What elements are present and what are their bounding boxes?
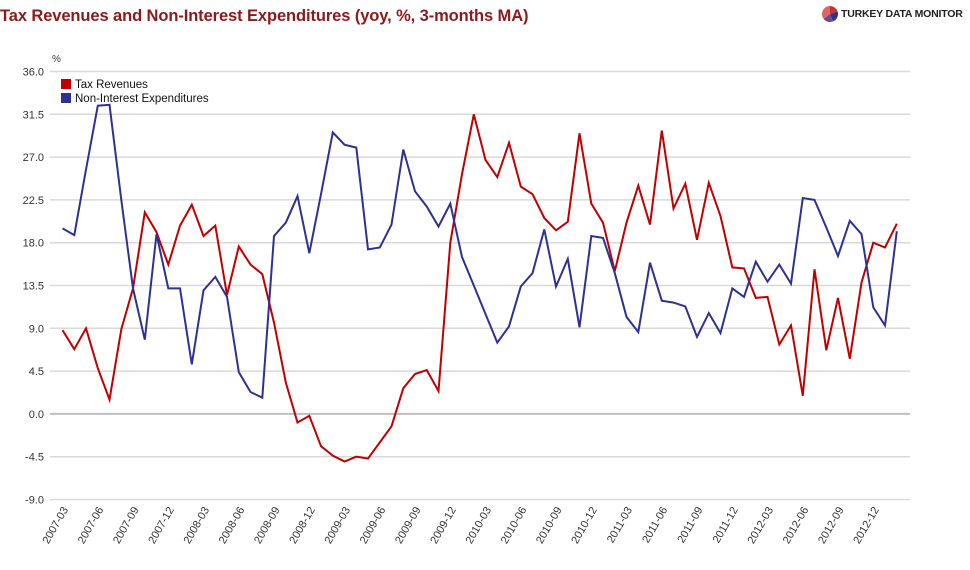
y-tick-label: 18.0 [23, 238, 44, 250]
x-tick-label: 2008-06 [217, 505, 248, 546]
legend: Tax Revenues Non-Interest Expenditures [61, 79, 209, 105]
x-tick-label: 2008-09 [252, 505, 283, 546]
x-axis-ticks: 2007-03 2007-06 2007-09 2007-12 2008-03 2008-… [41, 505, 882, 546]
y-tick-label: -4.5 [25, 452, 44, 464]
brand-logo: TURKEY DATA MONITOR [822, 6, 963, 22]
y-tick-label: 31.5 [23, 109, 44, 121]
gridlines [50, 70, 910, 501]
x-tick-label: 2011-06 [640, 505, 670, 545]
x-tick-label: 2012-06 [781, 505, 812, 546]
x-tick-label: 2009-12 [428, 505, 459, 546]
y-tick-label: 9.0 [29, 323, 44, 335]
x-tick-label: 2010-06 [499, 505, 530, 546]
series-lines [61, 103, 898, 463]
x-tick-label: 2008-03 [182, 505, 213, 546]
legend-label-non-interest-expenditures: Non-Interest Expenditures [75, 93, 209, 105]
x-tick-label: 2010-09 [534, 505, 565, 546]
x-tick-label: 2012-03 [746, 505, 777, 546]
series-line-tax-revenues [61, 114, 898, 463]
y-tick-label: 4.5 [29, 366, 44, 378]
legend-swatch-tax-revenues [61, 79, 71, 89]
x-tick-label: 2010-12 [569, 505, 600, 546]
chart-title: Tax Revenues and Non-Interest Expenditur… [0, 7, 529, 25]
x-tick-label: 2010-03 [464, 505, 495, 546]
y-tick-label: -9.0 [25, 495, 44, 507]
x-tick-label: 2007-03 [41, 505, 72, 546]
x-tick-label: 2011-09 [675, 505, 705, 545]
y-tick-label: 0.0 [29, 409, 44, 421]
x-tick-label: 2012-12 [851, 505, 882, 546]
x-tick-label: 2007-09 [111, 505, 142, 546]
series-line-non-interest-expenditures [62, 103, 898, 400]
y-tick-label: 22.5 [23, 195, 44, 207]
x-tick-label: 2011-03 [605, 505, 635, 545]
x-tick-label: 2009-03 [323, 505, 354, 546]
legend-swatch-non-interest-expenditures [61, 93, 71, 103]
y-tick-label: 13.5 [23, 281, 44, 293]
x-tick-label: 2011-12 [711, 505, 741, 545]
y-axis-ticks: 36.0 31.5 27.0 22.5 18.0 13.5 9.0 4.5 0.0 -4.5 -9.… [23, 67, 44, 507]
x-tick-label: 2008-12 [287, 505, 318, 546]
x-tick-label: 2012-09 [816, 505, 847, 546]
x-tick-label: 2007-06 [76, 505, 107, 546]
y-tick-label: 36.0 [23, 67, 44, 79]
brand-name: TURKEY DATA MONITOR [841, 8, 963, 20]
x-tick-label: 2007-12 [146, 505, 177, 546]
x-tick-label: 2009-09 [393, 505, 424, 546]
x-tick-label: 2009-06 [358, 505, 389, 546]
legend-label-tax-revenues: Tax Revenues [75, 79, 148, 91]
pie-logo-icon [822, 6, 838, 22]
y-axis-unit: % [52, 54, 61, 65]
y-tick-label: 27.0 [23, 152, 44, 164]
